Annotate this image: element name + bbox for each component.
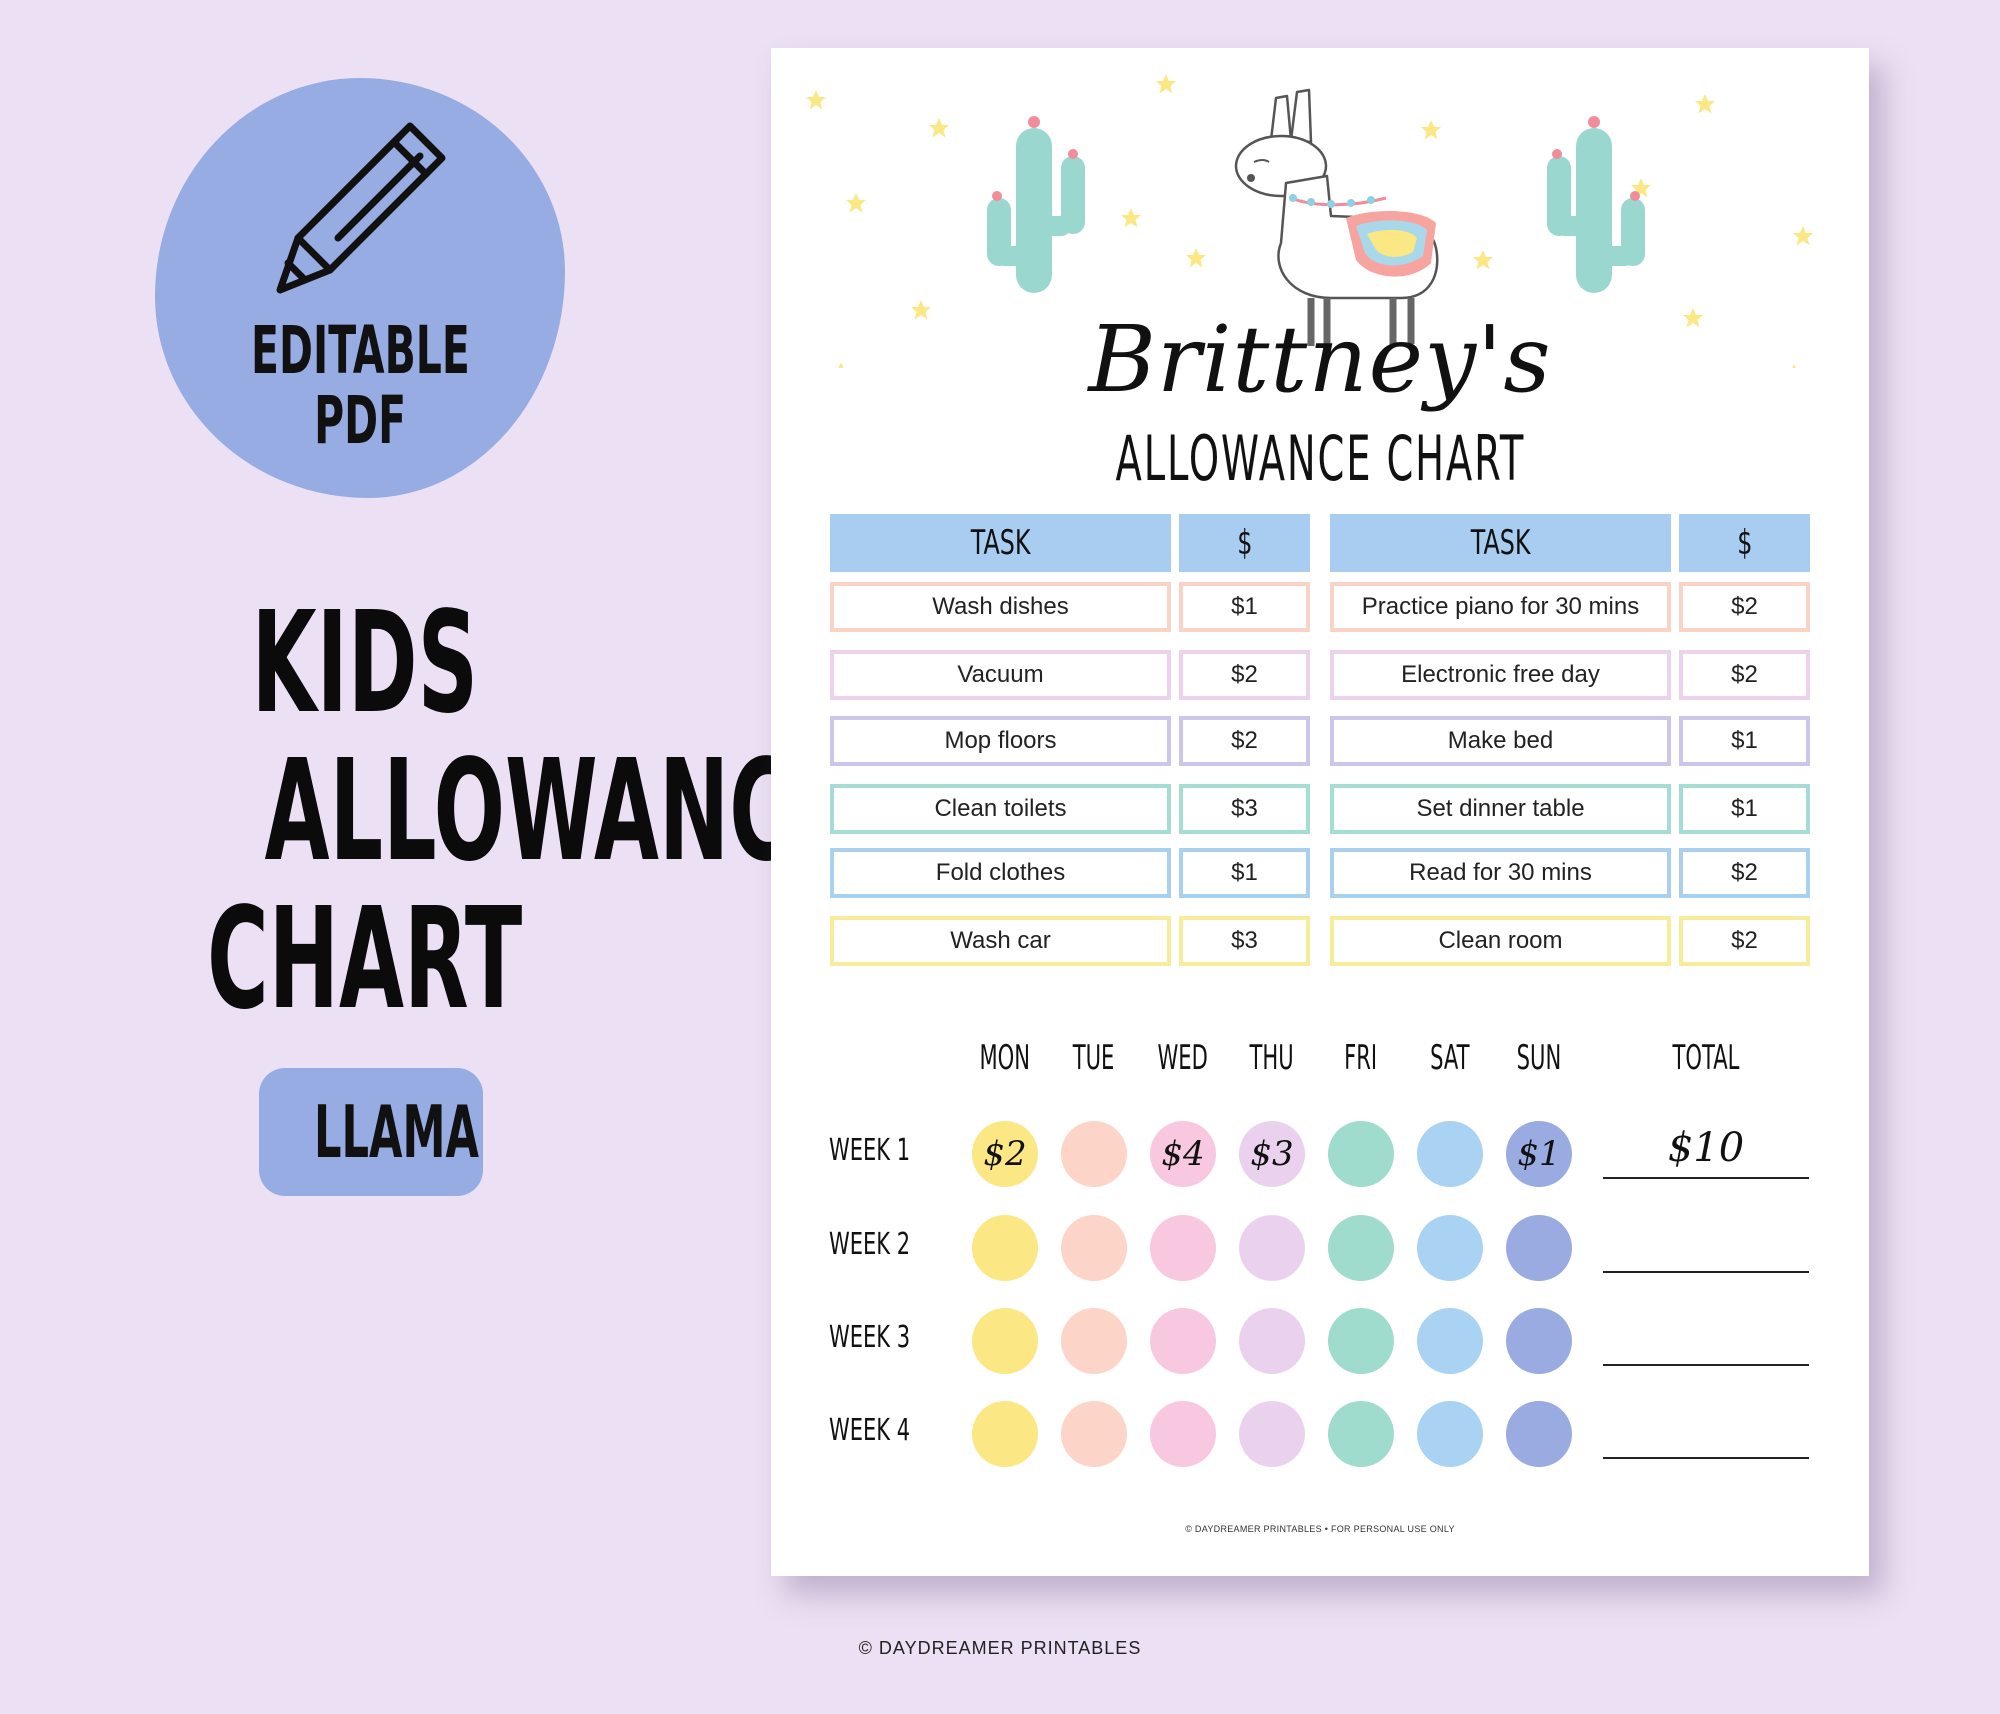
cactus-illustration	[1547, 116, 1645, 293]
task-cell[interactable]: Make bed	[1330, 716, 1671, 766]
day-header: WED	[1157, 1038, 1209, 1078]
week-label: WEEK 3	[829, 1320, 949, 1355]
day-amount-circle[interactable]	[1417, 1215, 1483, 1281]
task-cell[interactable]: Clean room	[1330, 916, 1671, 966]
pencil-icon	[276, 122, 446, 294]
task-cell[interactable]: Clean toilets	[830, 784, 1171, 834]
amount-cell[interactable]: $1	[1679, 784, 1810, 834]
day-amount-circle[interactable]	[1061, 1215, 1127, 1281]
day-amount-circle[interactable]	[1506, 1401, 1572, 1467]
week-label: WEEK 1	[829, 1133, 949, 1168]
day-amount-circle[interactable]	[1239, 1215, 1305, 1281]
day-header: SUN	[1516, 1038, 1562, 1078]
week-label: WEEK 4	[829, 1413, 949, 1448]
day-amount-circle[interactable]	[1417, 1401, 1483, 1467]
editable-label: EDITABLE	[250, 312, 470, 389]
total-line	[1603, 1177, 1809, 1179]
day-amount-circle[interactable]	[1061, 1401, 1127, 1467]
task-cell[interactable]: Fold clothes	[830, 848, 1171, 898]
day-amount-circle[interactable]	[1061, 1121, 1127, 1187]
total-line	[1603, 1271, 1809, 1273]
amount-cell[interactable]: $1	[1679, 716, 1810, 766]
week-label-text: WEEK 4	[829, 1413, 911, 1448]
promo-title-line: ALLOWANCE	[264, 730, 849, 893]
day-amount-circle[interactable]	[1150, 1215, 1216, 1281]
week-label-text: WEEK 3	[829, 1320, 911, 1355]
day-header: TUE	[1073, 1038, 1115, 1078]
day-header: FRI	[1344, 1038, 1378, 1078]
task-column-header: TASK	[1330, 514, 1671, 572]
amount-cell[interactable]: $2	[1679, 582, 1810, 632]
day-amount-circle[interactable]	[1328, 1401, 1394, 1467]
day-amount-circle[interactable]	[1417, 1308, 1483, 1374]
task-cell[interactable]: Wash dishes	[830, 582, 1171, 632]
day-amount-circle[interactable]	[1150, 1308, 1216, 1374]
week-label-text: WEEK 1	[829, 1133, 911, 1168]
promo-title-line: CHART	[207, 878, 523, 1041]
theme-tag: LLAMA	[259, 1068, 483, 1196]
day-amount-circle[interactable]	[1328, 1215, 1394, 1281]
day-amount-circle[interactable]	[1061, 1308, 1127, 1374]
day-amount-circle[interactable]	[1506, 1308, 1572, 1374]
day-amount-circle[interactable]: $1	[1506, 1121, 1572, 1187]
promo-title-line: KIDS	[251, 582, 479, 745]
amount-cell[interactable]: $3	[1179, 784, 1310, 834]
week-label-text: WEEK 2	[829, 1227, 911, 1262]
day-amount-circle[interactable]	[972, 1215, 1038, 1281]
editable-pdf-badge: EDITABLE PDF	[155, 78, 565, 498]
task-cell[interactable]: Mop floors	[830, 716, 1171, 766]
day-header-row: MON TUE WED THU FRI SAT SUN TOTAL	[771, 1038, 1869, 1098]
task-cell[interactable]: Practice piano for 30 mins	[1330, 582, 1671, 632]
amount-cell[interactable]: $3	[1179, 916, 1310, 966]
task-cell[interactable]: Vacuum	[830, 650, 1171, 700]
day-amount-circle[interactable]	[972, 1401, 1038, 1467]
header-illustration	[806, 74, 1813, 368]
week-total[interactable]: $10	[1667, 1125, 1745, 1171]
day-amount-circle[interactable]	[1328, 1121, 1394, 1187]
task-cell[interactable]: Set dinner table	[1330, 784, 1671, 834]
page-copyright: © DAYDREAMER PRINTABLES	[858, 1638, 1142, 1658]
amount-cell[interactable]: $1	[1179, 848, 1310, 898]
day-amount-circle[interactable]	[972, 1308, 1038, 1374]
amount-column-header: $	[1679, 514, 1810, 572]
child-name[interactable]: Brittney's	[1088, 306, 1552, 413]
cactus-illustration	[987, 116, 1085, 293]
day-amount-circle[interactable]	[1150, 1401, 1216, 1467]
day-amount-circle[interactable]	[1506, 1215, 1572, 1281]
task-cell[interactable]: Electronic free day	[1330, 650, 1671, 700]
amount-cell[interactable]: $2	[1679, 848, 1810, 898]
day-amount-circle[interactable]	[1417, 1121, 1483, 1187]
day-header: THU	[1249, 1038, 1295, 1078]
day-header: SAT	[1430, 1038, 1470, 1078]
total-header: TOTAL	[1672, 1038, 1740, 1078]
pdf-label: PDF	[314, 382, 406, 459]
week-label: WEEK 2	[829, 1227, 949, 1262]
day-amount-circle[interactable]	[1239, 1308, 1305, 1374]
task-cell[interactable]: Wash car	[830, 916, 1171, 966]
day-amount-circle[interactable]: $4	[1150, 1121, 1216, 1187]
amount-cell[interactable]: $1	[1179, 582, 1310, 632]
promo-title: KIDS ALLOWANCE CHART	[70, 582, 848, 1041]
sheet-title: ALLOWANCE CHART	[1115, 422, 1525, 495]
day-amount-circle[interactable]: $3	[1239, 1121, 1305, 1187]
task-column-header: TASK	[830, 514, 1171, 572]
amount-cell[interactable]: $2	[1179, 716, 1310, 766]
total-line	[1603, 1457, 1809, 1459]
amount-cell[interactable]: $2	[1179, 650, 1310, 700]
total-line	[1603, 1364, 1809, 1366]
task-cell[interactable]: Read for 30 mins	[1330, 848, 1671, 898]
amount-cell[interactable]: $2	[1679, 650, 1810, 700]
amount-cell[interactable]: $2	[1679, 916, 1810, 966]
day-amount-circle[interactable]	[1239, 1401, 1305, 1467]
day-amount-circle[interactable]	[1328, 1308, 1394, 1374]
day-amount-circle[interactable]: $2	[972, 1121, 1038, 1187]
sheet-copyright: © DAYDREAMER PRINTABLES • FOR PERSONAL U…	[1185, 1524, 1455, 1534]
amount-column-header: $	[1179, 514, 1310, 572]
day-header: MON	[979, 1038, 1031, 1078]
allowance-sheet: Brittney's ALLOWANCE CHART TASK $ Wash d…	[771, 48, 1869, 1576]
